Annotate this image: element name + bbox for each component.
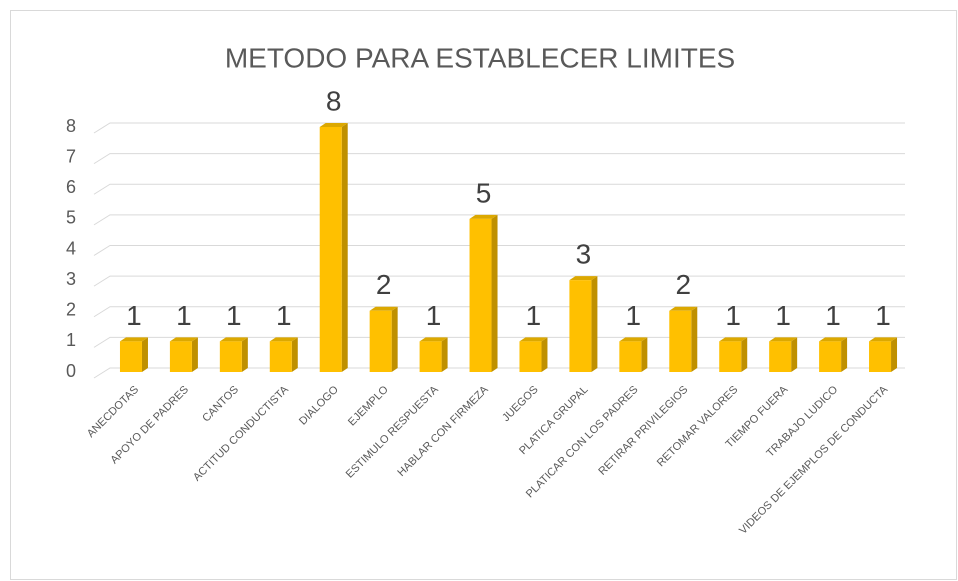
bar-top xyxy=(469,214,498,219)
chart-title: METODO PARA ESTABLECER LIMITES xyxy=(225,42,735,73)
data-label: 1 xyxy=(226,300,242,331)
data-label: 1 xyxy=(426,300,442,331)
bar xyxy=(719,341,742,372)
bar xyxy=(819,341,842,372)
bar-side xyxy=(841,337,848,372)
bar-top xyxy=(569,276,598,281)
bar xyxy=(219,341,242,372)
data-label: 1 xyxy=(126,300,142,331)
bar xyxy=(519,341,542,372)
bar-side xyxy=(641,337,648,372)
y-tick-label: 2 xyxy=(66,300,76,320)
y-tick-label: 6 xyxy=(66,177,76,197)
bar-top xyxy=(419,337,448,342)
bar xyxy=(769,341,792,372)
bar xyxy=(419,341,442,372)
y-tick-label: 3 xyxy=(66,269,76,289)
y-tick-label: 5 xyxy=(66,208,76,228)
bar-side xyxy=(791,337,798,372)
bar-top xyxy=(819,337,848,342)
data-label: 2 xyxy=(376,269,392,300)
bar xyxy=(269,341,292,372)
y-tick-label: 7 xyxy=(66,146,76,166)
grid-line xyxy=(93,153,905,165)
bar-side xyxy=(691,306,698,372)
data-label: 1 xyxy=(626,300,642,331)
bar-top xyxy=(619,337,648,342)
grid-line xyxy=(93,245,905,256)
data-label: 1 xyxy=(775,300,791,331)
bar-side xyxy=(591,276,598,372)
bar-top xyxy=(669,306,698,311)
bar-top xyxy=(719,337,748,342)
bar-side xyxy=(441,337,448,372)
bar-side xyxy=(741,337,748,372)
y-tick-label: 0 xyxy=(66,361,76,381)
data-label: 1 xyxy=(276,300,292,331)
bar xyxy=(869,341,892,372)
data-label: 1 xyxy=(875,300,891,331)
data-label: 1 xyxy=(825,300,841,331)
bar-side xyxy=(191,337,198,372)
bar-top xyxy=(769,337,798,342)
bar-side xyxy=(291,337,298,372)
bar-side xyxy=(141,337,148,372)
bar-side xyxy=(491,214,498,372)
y-tick-label: 1 xyxy=(66,330,76,350)
bar xyxy=(369,310,392,372)
bar-top xyxy=(369,306,398,311)
data-label: 2 xyxy=(675,269,691,300)
grid-line xyxy=(93,122,905,134)
bar xyxy=(619,341,642,372)
data-label: 8 xyxy=(326,85,342,116)
data-label: 1 xyxy=(526,300,542,331)
data-label: 1 xyxy=(725,300,741,331)
bar xyxy=(319,127,342,372)
bar xyxy=(169,341,192,372)
bar-top xyxy=(319,123,348,127)
bar xyxy=(569,280,592,372)
bar-side xyxy=(391,306,398,372)
bar-side xyxy=(891,337,898,372)
bar xyxy=(119,341,142,372)
bar-top xyxy=(869,337,898,342)
data-label: 5 xyxy=(476,177,492,208)
grid-line xyxy=(93,183,905,195)
bar-top xyxy=(219,337,248,342)
data-label: 1 xyxy=(176,300,192,331)
bar-top xyxy=(169,337,198,342)
bar-top xyxy=(269,337,298,342)
bar-top xyxy=(119,337,148,342)
grid-line xyxy=(93,214,905,226)
data-label: 3 xyxy=(576,239,592,270)
bar xyxy=(469,218,492,372)
grid-line xyxy=(93,275,905,287)
bar-side xyxy=(341,123,348,372)
bar xyxy=(669,310,692,372)
grid-line xyxy=(93,306,905,318)
y-tick-label: 4 xyxy=(66,238,76,258)
y-tick-label: 8 xyxy=(66,116,76,136)
bar-side xyxy=(241,337,248,372)
bar-side xyxy=(541,337,548,372)
bar-top xyxy=(519,337,548,342)
